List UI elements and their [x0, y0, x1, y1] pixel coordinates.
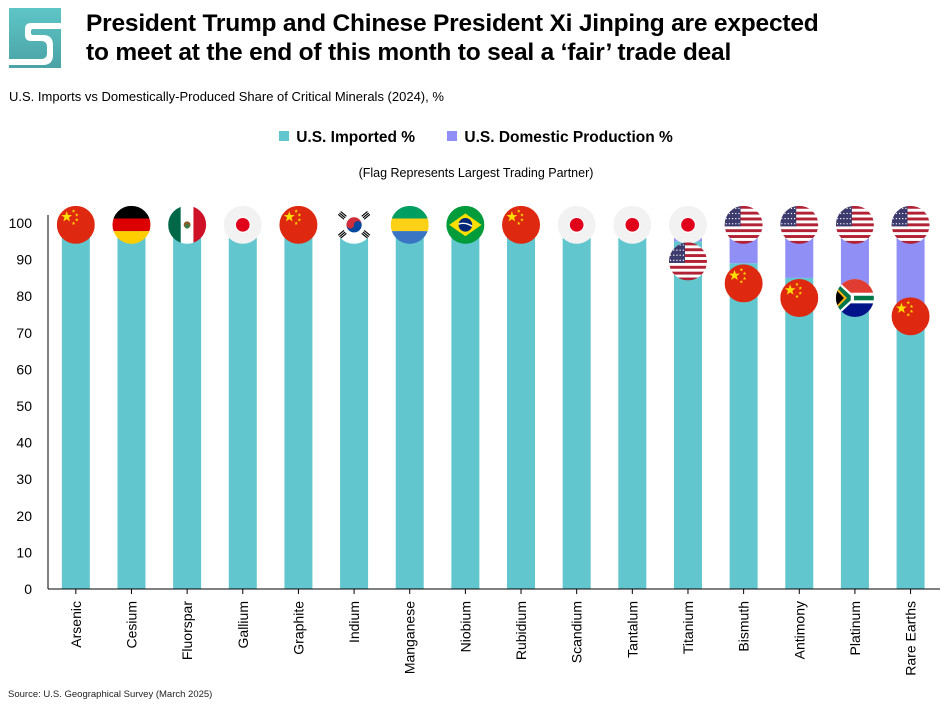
bar-imported	[228, 223, 257, 589]
title-line-2: to meet at the end of this month to seal…	[86, 39, 732, 66]
flag-united-states-icon	[668, 242, 707, 281]
title-line-1: President Trump and Chinese President Xi…	[86, 10, 819, 37]
flag-gabon-icon	[390, 205, 429, 244]
bar-imported	[562, 223, 591, 589]
chart-legend: U.S. Imported % U.S. Domestic Production…	[0, 129, 952, 147]
x-category-label: Titanium	[680, 601, 696, 654]
x-category-label: Graphite	[290, 601, 306, 655]
bar-imported	[840, 296, 869, 589]
bar-imported	[340, 223, 369, 589]
chart-subtitle: U.S. Imports vs Domestically-Produced Sh…	[9, 89, 444, 104]
flag-japan-icon	[557, 205, 596, 244]
brand-logo-icon	[9, 8, 61, 68]
legend-swatch-domestic	[447, 131, 458, 141]
y-tick-label: 50	[16, 398, 32, 414]
x-category-label: Cesium	[123, 601, 139, 648]
bar-imported	[61, 223, 90, 589]
source-note: Source: U.S. Geographical Survey (March …	[8, 689, 213, 700]
flag-china-icon	[724, 264, 763, 303]
bar-chart: 0 10 20 30 40 50 60 70 80 90 100 Arsenic Cesium Fluor…	[9, 205, 940, 676]
flag-germany-icon	[112, 205, 151, 244]
flag-united-states-icon	[891, 205, 930, 244]
x-category-label: Manganese	[402, 601, 418, 674]
flag-brazil-icon	[446, 205, 485, 244]
flag-japan-icon	[613, 205, 652, 244]
legend-label-domestic: U.S. Domestic Production %	[464, 129, 673, 146]
y-tick-label: 30	[16, 471, 32, 487]
bar-imported	[451, 223, 480, 589]
legend-item-imported: U.S. Imported %	[279, 129, 415, 147]
y-tick-label: 20	[16, 508, 32, 524]
x-category-label: Tantalum	[624, 601, 640, 658]
bar-imported	[117, 223, 146, 589]
flag-china-icon	[780, 279, 819, 318]
x-category-label: Bismuth	[736, 601, 752, 652]
x-category-label: Rubidium	[513, 601, 529, 660]
flag-note: (Flag Represents Largest Trading Partner…	[358, 166, 594, 180]
y-tick-label: 0	[24, 581, 32, 597]
flag-china-icon	[279, 205, 318, 244]
flag-united-states-icon	[835, 205, 874, 244]
bar-imported	[618, 223, 647, 589]
x-category-label: Indium	[346, 601, 362, 643]
y-tick-label: 60	[16, 361, 32, 377]
flag-china-icon	[891, 297, 930, 336]
legend-item-domestic: U.S. Domestic Production %	[447, 129, 673, 147]
y-tick-label: 40	[16, 435, 32, 451]
flag-united-states-icon	[780, 205, 819, 244]
x-category-label: Fluorspar	[179, 601, 195, 660]
x-category-label: Antimony	[791, 601, 807, 659]
y-tick-label: 10	[16, 544, 32, 560]
legend-label-imported: U.S. Imported %	[296, 129, 416, 146]
bar-imported	[507, 223, 536, 589]
flag-japan-icon	[668, 205, 707, 244]
x-category-label: Scandium	[569, 601, 585, 663]
flag-china-icon	[502, 205, 541, 244]
x-category-label: Arsenic	[68, 601, 84, 648]
flag-united-states-icon	[724, 205, 763, 244]
bar-imported	[673, 241, 702, 590]
bar-imported	[395, 223, 424, 589]
x-category-label: Rare Earths	[903, 601, 919, 676]
page-title: President Trump and Chinese President Xi…	[86, 9, 950, 67]
flag-china-icon	[56, 205, 95, 244]
bar-imported	[785, 277, 814, 589]
y-tick-label: 80	[16, 288, 32, 304]
flag-south-korea-icon	[335, 205, 374, 244]
bar-imported	[284, 223, 313, 589]
flag-south-africa-icon	[835, 279, 874, 318]
flag-japan-icon	[223, 205, 262, 244]
bar-imported	[173, 223, 202, 589]
y-tick-label: 90	[16, 252, 32, 268]
y-tick-label: 70	[16, 325, 32, 341]
x-category-label: Niobium	[457, 601, 473, 652]
y-tick-label: 100	[9, 215, 33, 231]
flag-mexico-icon	[168, 205, 207, 244]
x-category-label: Platinum	[847, 601, 863, 655]
legend-swatch-imported	[279, 131, 290, 141]
bar-imported	[729, 263, 758, 589]
bar-imported	[896, 314, 925, 589]
x-category-label: Gallium	[235, 601, 251, 648]
